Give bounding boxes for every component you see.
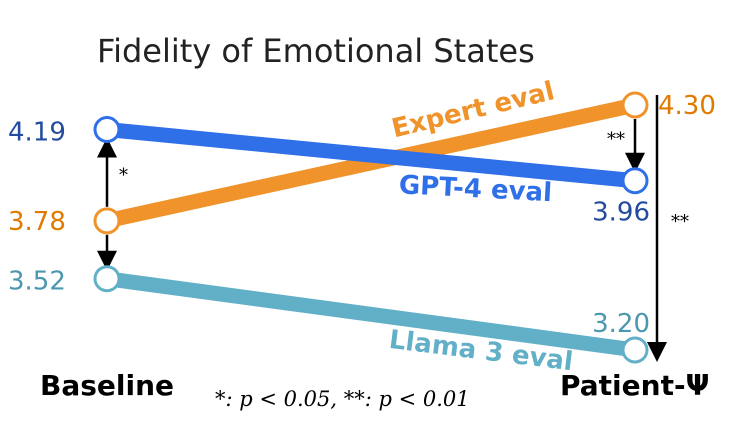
gpt-4-eval-value-label-1: 3.96 <box>592 198 650 228</box>
category-label-baseline: Baseline <box>40 369 174 402</box>
significance-arrows: ***** <box>97 95 689 362</box>
expert-eval-value-label-1: 4.30 <box>658 91 716 121</box>
expert-eval-line <box>105 97 637 229</box>
gpt-4-eval-line <box>106 122 636 189</box>
data-points <box>93 91 649 364</box>
gpt-4-eval-value-label-0: 4.19 <box>8 118 66 148</box>
llama-3-eval-value-label-0: 3.52 <box>8 267 66 297</box>
significance-mark-0: * <box>119 165 128 186</box>
chart-title: Fidelity of Emotional States <box>97 32 535 70</box>
value-labels: 3.78 4.30 4.19 3.96 3.52 3.20 <box>8 91 716 339</box>
gpt-4-eval-point-0 <box>93 116 121 143</box>
expert-eval-point-1 <box>621 91 649 119</box>
series-lines <box>105 97 637 358</box>
significance-mark-2: ** <box>607 129 625 150</box>
llama-3-eval-line <box>105 271 637 358</box>
gpt-4-eval-point-1 <box>621 167 649 195</box>
expert-eval-point-0 <box>93 207 121 235</box>
expert-eval-value-label-0: 3.78 <box>8 207 66 237</box>
significance-mark-3: ** <box>671 212 689 233</box>
llama-3-eval-point-0 <box>93 265 121 293</box>
llama-3-eval-value-label-1: 3.20 <box>592 309 650 339</box>
llama-3-eval-point-1 <box>621 336 649 364</box>
category-label-patient-psi: Patient-Ψ <box>560 369 709 402</box>
significance-footnote: *: p < 0.05, **: p < 0.01 <box>215 387 470 411</box>
